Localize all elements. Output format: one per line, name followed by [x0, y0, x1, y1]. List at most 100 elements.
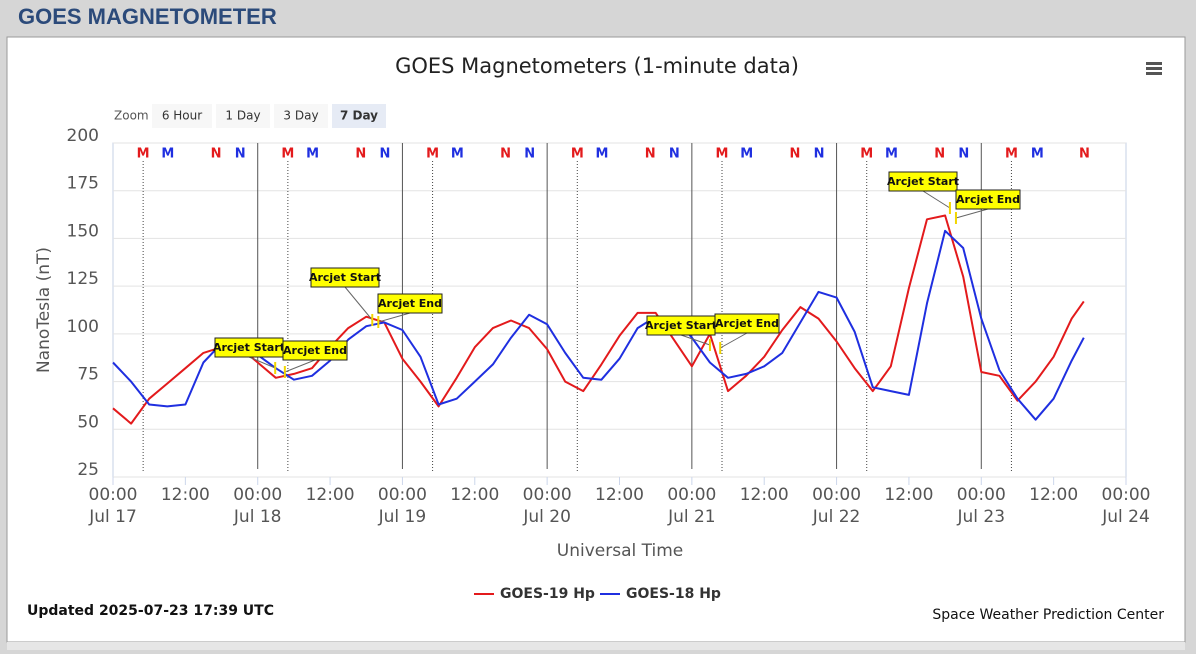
- updated-text: Updated 2025-07-23 17:39 UTC: [27, 603, 274, 619]
- annotation-label: Arcjet End: [956, 193, 1020, 206]
- annotation-label: Arcjet Start: [887, 175, 959, 188]
- zoom-button[interactable]: 1 Day: [216, 104, 270, 128]
- annotation-label: Arcjet Start: [645, 319, 717, 332]
- x-tick-label: 12:00: [305, 485, 355, 505]
- marker-label: M: [860, 147, 873, 162]
- marker-label: M: [161, 147, 174, 162]
- marker-label: N: [355, 147, 366, 162]
- marker-label: M: [885, 147, 898, 162]
- x-tick-label: 00:00 Jul 19: [377, 485, 427, 527]
- marker-label: N: [958, 147, 969, 162]
- marker-label: M: [596, 147, 609, 162]
- marker-label: N: [1079, 147, 1090, 162]
- x-tick-label: 00:00 Jul 24: [1101, 485, 1151, 527]
- marker-label: M: [716, 147, 729, 162]
- y-tick-label: 25: [77, 460, 99, 480]
- marker-label: M: [137, 147, 150, 162]
- zoom-label: Zoom: [114, 109, 149, 123]
- zoom-button[interactable]: 6 Hour: [152, 104, 212, 128]
- marker-label: M: [451, 147, 464, 162]
- annotation-box: [282, 340, 348, 361]
- x-tick-label: 12:00: [884, 485, 934, 505]
- panel-footer: [7, 642, 1185, 650]
- y-tick-label: 125: [67, 269, 99, 289]
- annotation-label: Arcjet Start: [309, 271, 381, 284]
- marker-label: N: [645, 147, 656, 162]
- credit: Space Weather Prediction Center: [932, 607, 1164, 623]
- marker-label: M: [426, 147, 439, 162]
- menu-icon[interactable]: [1146, 62, 1162, 75]
- y-tick-label: 200: [67, 126, 99, 146]
- marker-label: M: [1031, 147, 1044, 162]
- zoom-button-bg: [274, 104, 328, 128]
- marker-label: M: [281, 147, 294, 162]
- marker-label: N: [235, 147, 246, 162]
- y-tick-label: 100: [67, 317, 99, 337]
- annotation-label: Arcjet End: [715, 317, 779, 330]
- x-tick-label: 12:00: [739, 485, 789, 505]
- zoom-button-label: 3 Day: [283, 109, 318, 123]
- y-tick-label: 175: [67, 174, 99, 194]
- chart-title: GOES Magnetometers (1-minute data): [395, 54, 799, 78]
- annotation-box: [310, 267, 380, 288]
- marker-label: N: [211, 147, 222, 162]
- zoom-button-bg: [332, 104, 386, 128]
- x-tick-label: 12:00: [450, 485, 500, 505]
- annotation-leader: [719, 332, 748, 349]
- annotation-leader: [922, 190, 951, 209]
- marker-label: M: [306, 147, 319, 162]
- marker-label: N: [934, 147, 945, 162]
- x-tick-label: 00:00 Jul 23: [956, 485, 1006, 527]
- marker-label: N: [814, 147, 825, 162]
- x-tick-label: 12:00: [1029, 485, 1079, 505]
- annotation-label: Arcjet End: [378, 297, 442, 310]
- marker-label: M: [1005, 147, 1018, 162]
- x-tick-label: 00:00 Jul 21: [667, 485, 717, 527]
- annotation-leader: [248, 356, 276, 369]
- annotation-leader: [680, 334, 711, 346]
- zoom-button-label: 6 Hour: [162, 109, 202, 123]
- x-tick-label: 12:00: [160, 485, 210, 505]
- zoom-button-bg: [152, 104, 212, 128]
- annotation-leader: [955, 208, 989, 219]
- x-axis-title: Universal Time: [557, 541, 683, 561]
- marker-label: M: [571, 147, 584, 162]
- annotation-box: [888, 171, 958, 192]
- zoom-button-label: 7 Day: [340, 109, 378, 123]
- annotation-box: [377, 293, 443, 314]
- x-tick-label: 12:00: [595, 485, 644, 505]
- legend-label: GOES-19 Hp: [500, 586, 595, 602]
- annotation-box: [955, 189, 1021, 210]
- annotation-leader: [344, 286, 373, 321]
- annotation-label: Arcjet Start: [213, 341, 285, 354]
- y-tick-label: 75: [77, 365, 99, 385]
- annotation-leader: [284, 359, 316, 373]
- y-tick-label: 150: [67, 221, 99, 241]
- annotation-leader: [378, 312, 411, 323]
- y-axis-title: NanoTesla (nT): [34, 247, 54, 373]
- zoom-button[interactable]: 3 Day: [274, 104, 328, 128]
- marker-label: N: [379, 147, 390, 162]
- x-tick-label: 00:00 Jul 20: [522, 485, 572, 527]
- zoom-button-label: 1 Day: [225, 109, 260, 123]
- marker-label: N: [500, 147, 511, 162]
- page-title: GOES MAGNETOMETER: [18, 4, 277, 29]
- x-tick-label: 00:00 Jul 18: [233, 485, 283, 527]
- marker-label: N: [669, 147, 680, 162]
- y-tick-label: 50: [77, 412, 99, 432]
- zoom-button-bg: [216, 104, 270, 128]
- legend-item[interactable]: GOES-18 Hp: [600, 586, 721, 602]
- marker-label: N: [790, 147, 801, 162]
- annotation-label: Arcjet End: [283, 344, 347, 357]
- zoom-button[interactable]: 7 Day: [332, 104, 386, 128]
- x-tick-label: 00:00 Jul 22: [812, 485, 862, 527]
- series-line: [112, 214, 1085, 425]
- x-tick-label: 00:00 Jul 17: [88, 485, 138, 527]
- legend-label: GOES-18 Hp: [626, 586, 721, 602]
- legend-item[interactable]: GOES-19 Hp: [474, 586, 595, 602]
- annotation-box: [714, 313, 780, 334]
- marker-label: M: [740, 147, 753, 162]
- marker-label: N: [524, 147, 535, 162]
